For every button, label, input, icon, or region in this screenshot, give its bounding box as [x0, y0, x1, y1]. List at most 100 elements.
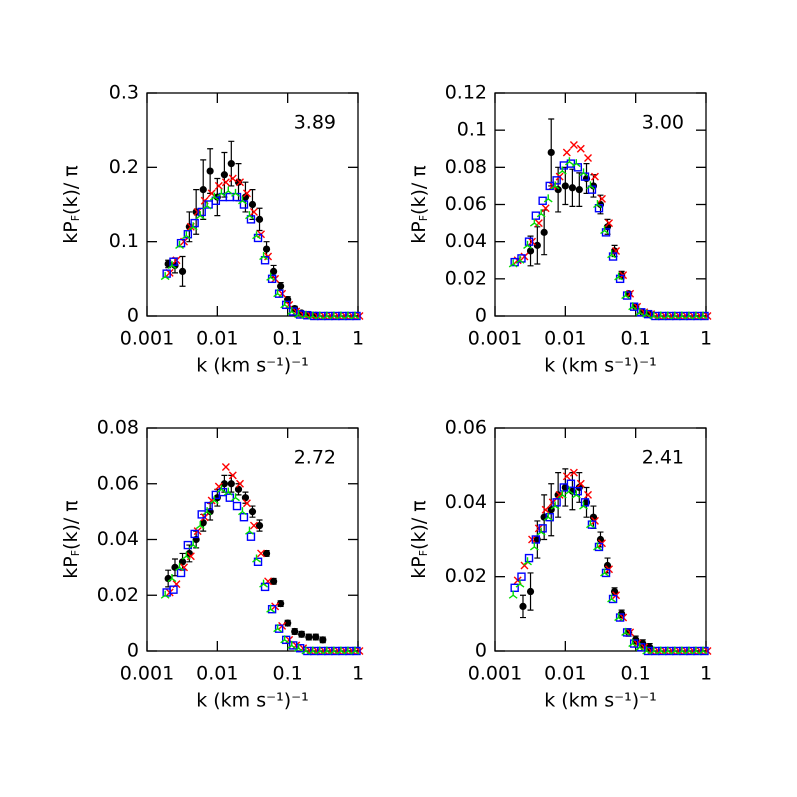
- square-marker: [524, 553, 534, 563]
- tri-marker: [266, 604, 276, 613]
- tri-marker: [543, 512, 553, 521]
- square-marker: [622, 291, 632, 300]
- x-tick-label: 0.001: [120, 663, 174, 685]
- tri-marker: [195, 211, 205, 220]
- square-marker: [700, 311, 709, 321]
- y-tick-label: 0.06: [445, 193, 487, 215]
- tri-marker: [266, 272, 276, 281]
- tri-marker: [586, 520, 595, 529]
- tri-marker: [543, 194, 553, 203]
- square-marker: [580, 498, 590, 507]
- tri-marker: [287, 640, 297, 649]
- tri-marker: [294, 310, 304, 319]
- cross-marker: [242, 499, 251, 508]
- cross-marker: [257, 549, 266, 558]
- tri-marker: [536, 209, 546, 218]
- cross-marker: [584, 490, 593, 499]
- square-marker: [580, 172, 590, 181]
- dot-marker: [178, 558, 187, 566]
- tri-marker: [167, 574, 177, 583]
- x-tick-label: 0.01: [544, 663, 586, 685]
- square-marker: [218, 487, 228, 497]
- square-marker: [190, 529, 199, 539]
- cross-marker: [221, 463, 230, 472]
- tri-marker: [550, 501, 560, 510]
- panel: 0.001 0.01 0.1 1 0 0.1 0.2 0.3 k (km s⁻¹)⁻¹ kPF(k…: [60, 82, 365, 377]
- square-marker: [232, 192, 242, 202]
- panel: 0.001 0.01 0.1 1 0 0.02 0.04 0.06 0.08 k (km s⁻¹)…: [60, 417, 365, 712]
- tri-marker: [557, 166, 567, 175]
- tri-marker: [564, 486, 574, 495]
- dot-marker: [255, 215, 264, 223]
- cross-marker: [590, 172, 599, 181]
- square-marker: [608, 594, 618, 604]
- square-marker: [700, 646, 709, 656]
- tri-marker: [216, 188, 226, 197]
- y-axis-label-part: kP: [60, 221, 82, 243]
- tri-marker: [252, 231, 261, 240]
- dot-marker: [178, 267, 187, 275]
- tri-marker: [515, 579, 525, 588]
- tri-marker: [195, 521, 205, 530]
- square-marker: [225, 493, 235, 502]
- cross-marker: [541, 204, 550, 213]
- tri-marker: [593, 200, 602, 209]
- tri-marker: [223, 487, 233, 496]
- y-tick-label: 0.1: [109, 230, 139, 252]
- cross-marker: [541, 505, 550, 514]
- dot-marker: [206, 167, 214, 175]
- y-tick-label: 0: [475, 305, 487, 327]
- square-marker: [622, 628, 632, 637]
- y-axis-label-part: F: [69, 215, 82, 221]
- tri-marker: [231, 493, 240, 502]
- square-marker: [281, 300, 291, 310]
- dot-marker: [220, 480, 228, 488]
- annotation: 2.72: [294, 447, 336, 469]
- tri-marker: [238, 196, 247, 205]
- dot-marker: [540, 228, 548, 236]
- x-tick-label: 1: [700, 663, 712, 685]
- dot-marker: [199, 519, 207, 527]
- y-tick-label: 0.02: [445, 565, 487, 587]
- dot-marker: [220, 171, 228, 179]
- tri-marker: [586, 181, 595, 190]
- square-marker: [352, 646, 361, 656]
- square-marker: [274, 624, 284, 633]
- square-marker: [517, 572, 526, 581]
- y-axis-label-part: kP: [408, 221, 430, 243]
- dot-marker: [234, 485, 243, 493]
- x-axis-label: k (km s⁻¹)⁻¹: [544, 355, 657, 377]
- square-marker: [246, 215, 256, 224]
- dot-marker: [262, 549, 271, 558]
- y-axis-label-part: F: [417, 215, 430, 221]
- cross-marker: [576, 479, 585, 488]
- dot-marker: [554, 186, 562, 194]
- tri-marker: [252, 554, 261, 563]
- square-marker: [538, 524, 547, 533]
- y-axis-label: kPF(k)/ π: [60, 500, 83, 579]
- dot-marker: [262, 245, 271, 253]
- cross-marker: [242, 189, 251, 198]
- y-axis-label: kPF(k)/ π: [408, 500, 431, 579]
- square-marker: [260, 582, 270, 592]
- x-axis-label: k (km s⁻¹)⁻¹: [196, 690, 309, 712]
- square-marker: [573, 163, 583, 172]
- x-tick-label: 0.1: [273, 663, 303, 685]
- square-marker: [587, 185, 597, 194]
- tri-marker: [216, 484, 226, 493]
- square-marker: [169, 257, 178, 266]
- dot-marker: [519, 602, 527, 611]
- tri-marker: [600, 226, 609, 235]
- tri-marker: [273, 624, 283, 633]
- tri-marker: [593, 542, 602, 551]
- y-axis-label-part: (k)/ π: [60, 500, 82, 550]
- dot-marker: [596, 535, 605, 544]
- x-axis-label: k (km s⁻¹)⁻¹: [196, 355, 309, 377]
- dot-marker: [568, 184, 576, 192]
- x-tick-label: 0.001: [120, 328, 174, 350]
- x-tick-label: 0.1: [621, 328, 651, 350]
- tri-marker: [202, 507, 212, 516]
- tri-marker: [635, 642, 645, 651]
- tri-marker: [287, 307, 297, 316]
- square-marker: [552, 498, 561, 507]
